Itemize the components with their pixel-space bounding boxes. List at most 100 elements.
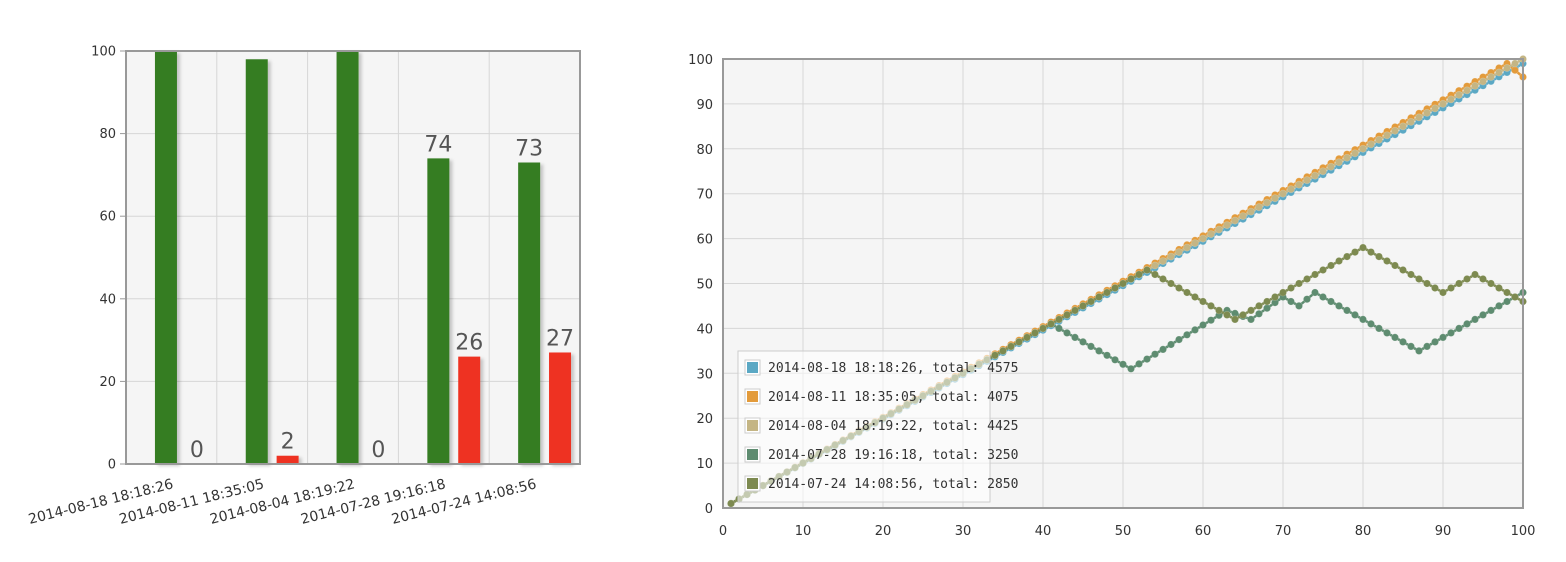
series-point bbox=[1399, 122, 1407, 131]
series-point bbox=[1127, 364, 1135, 373]
series-point bbox=[727, 499, 735, 508]
bar bbox=[549, 352, 572, 464]
series-point bbox=[1055, 324, 1063, 333]
series-point bbox=[1343, 252, 1351, 261]
series-point bbox=[1407, 270, 1415, 279]
series-point bbox=[1199, 234, 1207, 243]
series-point bbox=[1311, 270, 1319, 279]
legend-label: 2014-08-11 18:35:05, total: 4075 bbox=[768, 390, 1018, 405]
legend-item[interactable]: 2014-08-11 18:35:05, total: 4075 bbox=[744, 388, 1018, 405]
series-point bbox=[1071, 333, 1079, 342]
series-point bbox=[1183, 243, 1191, 252]
series-point bbox=[1255, 301, 1263, 310]
series-point bbox=[1407, 342, 1415, 351]
series-point bbox=[1503, 64, 1511, 72]
series-point bbox=[1207, 230, 1215, 238]
legend-swatch bbox=[747, 449, 758, 460]
series-point bbox=[1287, 284, 1295, 292]
legend-swatch bbox=[747, 362, 758, 373]
series-point bbox=[1031, 328, 1039, 337]
series-point bbox=[1471, 82, 1479, 90]
series-point bbox=[1383, 328, 1391, 337]
series-point bbox=[1415, 275, 1423, 283]
series-point bbox=[1263, 198, 1271, 207]
bar-data-label: 0 bbox=[190, 438, 204, 463]
line-x-tick-label: 30 bbox=[955, 524, 972, 539]
series-point bbox=[1255, 203, 1263, 212]
series-point bbox=[1487, 279, 1495, 288]
bar-y-tick-label: 60 bbox=[99, 210, 116, 225]
legend-label: 2014-07-28 19:16:18, total: 3250 bbox=[768, 448, 1018, 463]
line-y-tick-label: 50 bbox=[696, 278, 713, 293]
bar-y-tick-label: 100 bbox=[91, 45, 116, 60]
series-point bbox=[1455, 279, 1463, 288]
series-point bbox=[1455, 91, 1463, 99]
series-point bbox=[1295, 279, 1303, 288]
series-point bbox=[1351, 310, 1359, 319]
line-y-axis-ticks: 0 10 20 30 40 50 60 70 80 90 100 bbox=[688, 53, 713, 517]
series-point bbox=[1095, 346, 1103, 355]
series-point bbox=[1415, 346, 1423, 355]
series-point bbox=[1487, 73, 1495, 81]
legend-swatch bbox=[747, 420, 758, 431]
series-point bbox=[1399, 266, 1407, 274]
series-point bbox=[1375, 324, 1383, 333]
series-point bbox=[1079, 301, 1087, 310]
series-point bbox=[1471, 315, 1479, 324]
series-point bbox=[1135, 359, 1143, 368]
series-point bbox=[1511, 66, 1519, 75]
series-point bbox=[1287, 185, 1295, 194]
series-point bbox=[1279, 189, 1287, 198]
line-legend[interactable]: 2014-08-18 18:18:26, total: 4575 2014-08-… bbox=[737, 350, 1018, 503]
bar bbox=[458, 356, 481, 464]
series-point bbox=[1407, 118, 1415, 126]
bar bbox=[336, 51, 359, 464]
legend-item[interactable]: 2014-07-28 19:16:18, total: 3250 bbox=[744, 446, 1018, 463]
series-point bbox=[1231, 216, 1239, 225]
series-point bbox=[1391, 333, 1399, 342]
series-point bbox=[1511, 59, 1519, 68]
series-point bbox=[1367, 140, 1375, 149]
series-point bbox=[1183, 330, 1191, 339]
series-point bbox=[1335, 158, 1343, 167]
series-point bbox=[1191, 293, 1199, 301]
series-point bbox=[1239, 212, 1247, 220]
series-point bbox=[1247, 315, 1255, 324]
series-point bbox=[1279, 288, 1287, 297]
bar-y-tick-label: 80 bbox=[99, 127, 116, 142]
bar-data-label: 2 bbox=[281, 430, 295, 455]
series-point bbox=[1383, 131, 1391, 140]
series-point bbox=[1167, 279, 1175, 288]
series-point bbox=[1415, 113, 1423, 122]
series-point bbox=[1463, 275, 1471, 283]
series-point bbox=[1287, 297, 1295, 306]
series-point bbox=[1111, 355, 1119, 364]
series-point bbox=[1095, 293, 1103, 301]
series-point bbox=[1463, 319, 1471, 328]
line-x-tick-label: 10 bbox=[795, 524, 812, 539]
series-point bbox=[1391, 261, 1399, 270]
series-point bbox=[1327, 297, 1335, 306]
series-point bbox=[1055, 315, 1063, 324]
series-point bbox=[999, 346, 1007, 355]
series-point bbox=[1151, 270, 1159, 279]
series-point bbox=[1023, 333, 1031, 342]
series-point bbox=[1351, 248, 1359, 256]
series-point bbox=[1087, 342, 1095, 351]
legend-item[interactable]: 2014-07-24 14:08:56, total: 2850 bbox=[744, 475, 1018, 492]
legend-swatch bbox=[747, 391, 758, 402]
bar-y-axis-ticks: 0 20 40 60 80 100 bbox=[91, 45, 126, 473]
legend-item[interactable]: 2014-08-18 18:18:26, total: 4575 bbox=[744, 359, 1018, 376]
legend-item[interactable]: 2014-08-04 18:19:22, total: 4425 bbox=[744, 417, 1018, 434]
line-y-tick-label: 70 bbox=[696, 188, 713, 203]
series-point bbox=[1375, 135, 1383, 144]
series-point bbox=[1359, 243, 1367, 252]
bar-plot-border bbox=[125, 50, 581, 465]
bar-y-tick-label: 0 bbox=[108, 458, 116, 473]
line-x-tick-label: 90 bbox=[1435, 524, 1452, 539]
series-point bbox=[1351, 149, 1359, 158]
series-point bbox=[991, 351, 999, 360]
line-y-tick-label: 30 bbox=[696, 367, 713, 382]
